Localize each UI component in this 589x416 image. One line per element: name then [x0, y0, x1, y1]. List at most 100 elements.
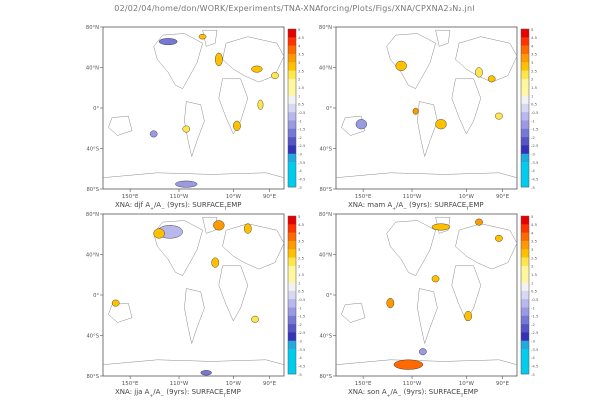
coastline-1 [153, 220, 203, 276]
colorbar-label: -4 [298, 168, 302, 173]
colorbar-label: -4.5 [298, 176, 306, 181]
x-tick-label: 90°E [496, 381, 510, 387]
colorbar-swatch [521, 307, 529, 317]
colorbar-label: 2.5 [298, 255, 305, 260]
coastline-6 [108, 115, 133, 136]
colorbar-label: 2 [298, 77, 301, 82]
y-tick-label: 40°S [320, 147, 333, 153]
plot-frame [102, 213, 285, 377]
colorbar-swatch [288, 87, 296, 96]
colorbar-swatch [288, 112, 296, 121]
colorbar-label: 5 [298, 214, 301, 219]
anomaly-patch-6 [251, 315, 259, 323]
anomaly-patch-7 [393, 359, 424, 370]
colorbar-swatch [288, 315, 296, 325]
colorbar-swatch [521, 299, 529, 308]
colorbar-swatch [288, 274, 296, 283]
colorbar-label: 1.5 [298, 272, 305, 277]
colorbar-label: 3.5 [298, 52, 305, 57]
colorbar-label: -2.5 [298, 330, 306, 335]
x-tick-label: 110°W [170, 381, 189, 387]
colorbar-swatch [288, 95, 296, 105]
plot-frame [335, 26, 518, 190]
colorbar-swatch [521, 53, 529, 63]
colorbar-label: -3.5 [531, 160, 539, 165]
anomaly-patch-5 [233, 120, 241, 131]
colorbar-swatch [521, 332, 529, 342]
colorbar-swatch [288, 349, 296, 358]
coastline-2 [435, 29, 451, 47]
x-tick-label: 110°W [403, 194, 422, 200]
y-tick-label: 40°N [86, 66, 99, 72]
colorbar-swatch [521, 137, 529, 146]
colorbar-swatch [521, 128, 529, 138]
colorbar-swatch [521, 290, 529, 300]
colorbar-label: 1 [298, 93, 301, 98]
colorbar-swatch [288, 137, 296, 146]
colorbar-label: 4 [531, 43, 534, 48]
anomaly-patch-4 [431, 275, 440, 283]
plot-frame [102, 26, 285, 190]
colorbar-label: -2 [531, 135, 535, 140]
colorbar-swatch [288, 357, 296, 366]
colorbar-label: 0.5 [298, 102, 305, 107]
x-tick-label: 10°W [226, 194, 242, 200]
colorbar-swatch [288, 70, 296, 80]
colorbar-label: -5 [531, 372, 535, 377]
colorbar-swatch [288, 332, 296, 342]
coastline-4 [455, 36, 518, 83]
colorbar-label: -4 [298, 355, 302, 360]
y-tick-label: 0° [326, 293, 332, 299]
colorbar-swatch [288, 178, 296, 188]
figure-title: 02/02/04/home/don/WORK/Experiments/TNA-X… [114, 4, 475, 13]
colorbar-swatch [521, 29, 529, 38]
colorbar-swatch [288, 307, 296, 317]
colorbar: 5 4.5 4 3.5 3 2.5 2 1.5 1 0.5 -0.5 -1 -1.5 -2 -2.5 -3 -3… [520, 214, 539, 377]
anomaly-patch-6 [412, 107, 419, 115]
y-tick-label: 40°S [87, 147, 100, 153]
anomaly-patch-4 [435, 119, 447, 130]
colorbar-swatch [288, 78, 296, 88]
colorbar-swatch [288, 37, 296, 46]
colorbar-label: 0.5 [298, 289, 305, 294]
coastline-7 [335, 172, 518, 178]
colorbar-label: -2 [298, 322, 302, 327]
coastline-1 [153, 33, 203, 89]
anomaly-patch-8 [419, 348, 427, 356]
colorbar-label: -0.5 [531, 110, 539, 115]
coastline-7 [102, 172, 285, 178]
coastline-1 [386, 33, 436, 89]
colorbar-label: -4.5 [531, 176, 539, 181]
colorbar-label: -4 [531, 168, 535, 173]
colorbar-label: -1.5 [531, 314, 539, 319]
colorbar-label: -3 [298, 152, 302, 157]
anomaly-patch-2 [215, 52, 223, 67]
anomaly-patch-3 [243, 223, 252, 234]
colorbar-swatch [521, 315, 529, 325]
colorbar-swatch [521, 178, 529, 188]
coastline-2 [202, 216, 218, 234]
y-tick-label: 80°N [86, 212, 99, 218]
colorbar-swatch [521, 87, 529, 96]
map-panel-2: 80°N 40°N 0° 40°S 80°S 150°E 110°W 10°W 90°E XNA:… [319, 25, 539, 212]
coastline-5 [451, 78, 482, 135]
colorbar-swatch [521, 145, 529, 155]
anomaly-patch-3 [495, 234, 503, 242]
colorbar-swatch [288, 299, 296, 308]
colorbar-label: 4.5 [298, 35, 305, 40]
colorbar-label: 2 [531, 77, 534, 82]
colorbar-swatch [521, 340, 529, 350]
colorbar-label: 0.5 [531, 289, 538, 294]
coastline-6 [341, 302, 366, 323]
y-tick-label: 40°S [87, 334, 100, 340]
colorbar: 5 4.5 4 3.5 3 2.5 2 1.5 1 0.5 -0.5 -1 -1.5 -2 -2.5 -3 -3… [520, 27, 539, 190]
plot-frame [335, 213, 518, 377]
colorbar-label: -2.5 [531, 143, 539, 148]
colorbar-label: 4 [531, 230, 534, 235]
colorbar-swatch [288, 232, 296, 242]
colorbar-label: -2.5 [298, 143, 306, 148]
colorbar-swatch [288, 170, 296, 179]
y-tick-label: 80°S [87, 187, 100, 193]
colorbar-label: -0.5 [531, 297, 539, 302]
